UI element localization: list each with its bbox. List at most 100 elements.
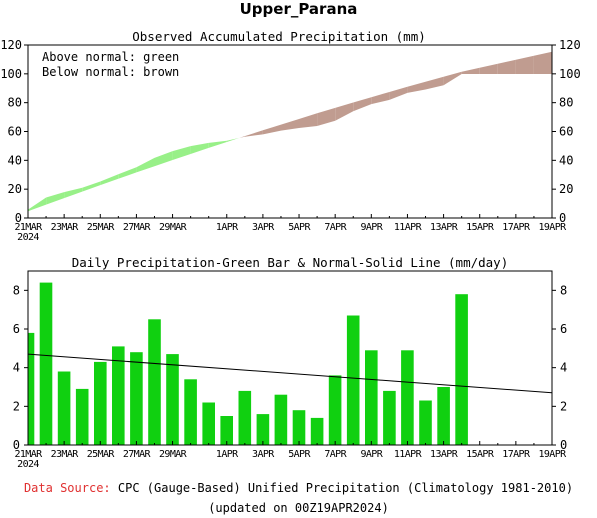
bottom-xtick-label-8: 7APR <box>324 449 347 460</box>
top-xtick-label-13: 17APR <box>502 222 531 233</box>
bottom-ytick-label-right-8: 8 <box>560 283 567 297</box>
below-normal-area-11 <box>239 136 245 138</box>
above-normal-area-11 <box>226 137 240 142</box>
bottom-ytick-label-right-0: 0 <box>560 438 567 452</box>
top-xtick-label-2: 25MAR <box>87 222 116 233</box>
below-normal-area-19 <box>371 92 390 105</box>
top-ytick-label-right-100: 100 <box>559 67 581 81</box>
below-normal-area-15 <box>299 113 318 128</box>
below-normal-area-16 <box>317 107 336 126</box>
top-xtick-label-5: 1APR <box>216 222 239 233</box>
bottom-ytick-label-left-2: 2 <box>13 399 20 413</box>
above-normal-area-1 <box>46 192 65 205</box>
bottom-xtick-label-3: 27MAR <box>123 449 152 460</box>
top-ytick-label-left-40: 40 <box>8 153 22 167</box>
daily-bar-6 <box>130 352 143 445</box>
daily-bar-16 <box>310 417 324 445</box>
below-normal-area-12 <box>244 130 263 137</box>
annotation-below: Below normal: brown <box>42 65 179 79</box>
below-normal-area-26 <box>497 59 516 74</box>
daily-bar-14 <box>274 394 288 445</box>
above-normal-area-10 <box>208 140 227 148</box>
below-normal-area-14 <box>281 119 299 131</box>
bottom-xtick-label-7: 5APR <box>288 449 311 460</box>
bottom-xtick-label-2: 25MAR <box>87 449 116 460</box>
below-normal-area-28 <box>533 51 552 74</box>
daily-bar-11 <box>220 416 233 445</box>
top-ytick-label-right-40: 40 <box>559 153 573 167</box>
bottom-ytick-label-right-4: 4 <box>560 361 567 375</box>
top-ytick-label-right-0: 0 <box>559 211 566 225</box>
top-xtick-label-3: 27MAR <box>123 222 152 233</box>
top-xtick-label-10: 11APR <box>394 222 423 233</box>
daily-bar-7 <box>148 319 161 445</box>
daily-bar-19 <box>365 350 378 445</box>
above-normal-area-4 <box>100 174 119 186</box>
daily-bar-1 <box>39 282 53 445</box>
daily-bar-20 <box>383 390 396 445</box>
bottom-ytick-label-left-8: 8 <box>13 283 20 297</box>
bottom-ytick-label-right-6: 6 <box>560 322 567 336</box>
bottom-xtick-label-12: 15APR <box>466 449 495 460</box>
below-normal-area-22 <box>425 76 444 90</box>
chart-title-daily: Daily Precipitation-Green Bar & Normal-S… <box>72 255 509 270</box>
below-normal-area-13 <box>262 124 281 135</box>
above-normal-area-5 <box>118 167 137 179</box>
daily-bar-13 <box>256 414 270 445</box>
above-normal-area-0 <box>28 197 47 212</box>
top-xtick-label-0: 21MAR <box>14 222 43 233</box>
bottom-ytick-label-left-6: 6 <box>13 322 20 336</box>
below-normal-area-24 <box>461 67 480 74</box>
daily-bar-24 <box>455 294 468 445</box>
daily-bar-23 <box>437 387 450 445</box>
chart-title-accumulated: Observed Accumulated Precipitation (mm) <box>132 29 426 44</box>
below-normal-area-25 <box>479 63 498 74</box>
daily-bar-9 <box>184 379 197 445</box>
top-ytick-label-left-100: 100 <box>0 67 22 81</box>
top-ytick-label-left-80: 80 <box>8 96 22 110</box>
bottom-ytick-label-left-4: 4 <box>13 361 20 375</box>
top-xtick-label-14: 19APR <box>538 222 567 233</box>
below-normal-area-23 <box>443 71 462 86</box>
daily-bar-4 <box>94 361 107 445</box>
annotation-above: Above normal: green <box>42 50 179 64</box>
bottom-xtick-year-0: 2024 <box>17 459 39 470</box>
top-xtick-label-8: 7APR <box>324 222 347 233</box>
updated-timestamp: (updated on 00Z19APR2024) <box>208 501 389 515</box>
top-xtick-label-6: 3APR <box>252 222 275 233</box>
above-normal-area-7 <box>154 151 173 167</box>
bottom-xtick-label-0: 21MAR <box>14 449 43 460</box>
bottom-xtick-label-10: 11APR <box>394 449 423 460</box>
daily-bar-2 <box>57 371 71 445</box>
below-normal-area-17 <box>335 102 354 121</box>
bottom-xtick-label-6: 3APR <box>252 449 275 460</box>
top-xtick-label-7: 5APR <box>288 222 311 233</box>
daily-bar-21 <box>401 350 414 445</box>
daily-bar-22 <box>419 400 432 445</box>
bottom-xtick-label-9: 9APR <box>360 449 383 460</box>
top-ytick-label-left-0: 0 <box>15 211 22 225</box>
daily-bar-10 <box>202 402 215 445</box>
below-normal-area-20 <box>389 86 408 100</box>
top-ytick-label-left-20: 20 <box>8 182 22 196</box>
bottom-plot-frame <box>27 270 553 446</box>
daily-bar-3 <box>75 388 89 445</box>
daily-bar-5 <box>112 346 125 445</box>
normal-line <box>27 353 553 394</box>
below-normal-area-18 <box>353 97 372 112</box>
above-normal-area-8 <box>172 146 191 160</box>
top-xtick-label-12: 15APR <box>466 222 495 233</box>
top-ytick-label-right-120: 120 <box>559 38 581 52</box>
bottom-xtick-label-14: 19APR <box>538 449 567 460</box>
bottom-ytick-label-left-0: 0 <box>13 438 20 452</box>
daily-bar-15 <box>292 410 306 445</box>
top-xtick-label-11: 13APR <box>430 222 459 233</box>
bottom-ytick-label-right-2: 2 <box>560 399 567 413</box>
daily-bar-12 <box>238 390 252 445</box>
top-ytick-label-right-60: 60 <box>559 125 573 139</box>
data-source-label: Data Source: <box>23 481 111 495</box>
above-normal-area-2 <box>64 187 83 199</box>
daily-bar-17 <box>328 375 342 445</box>
above-normal-area-3 <box>82 181 101 192</box>
